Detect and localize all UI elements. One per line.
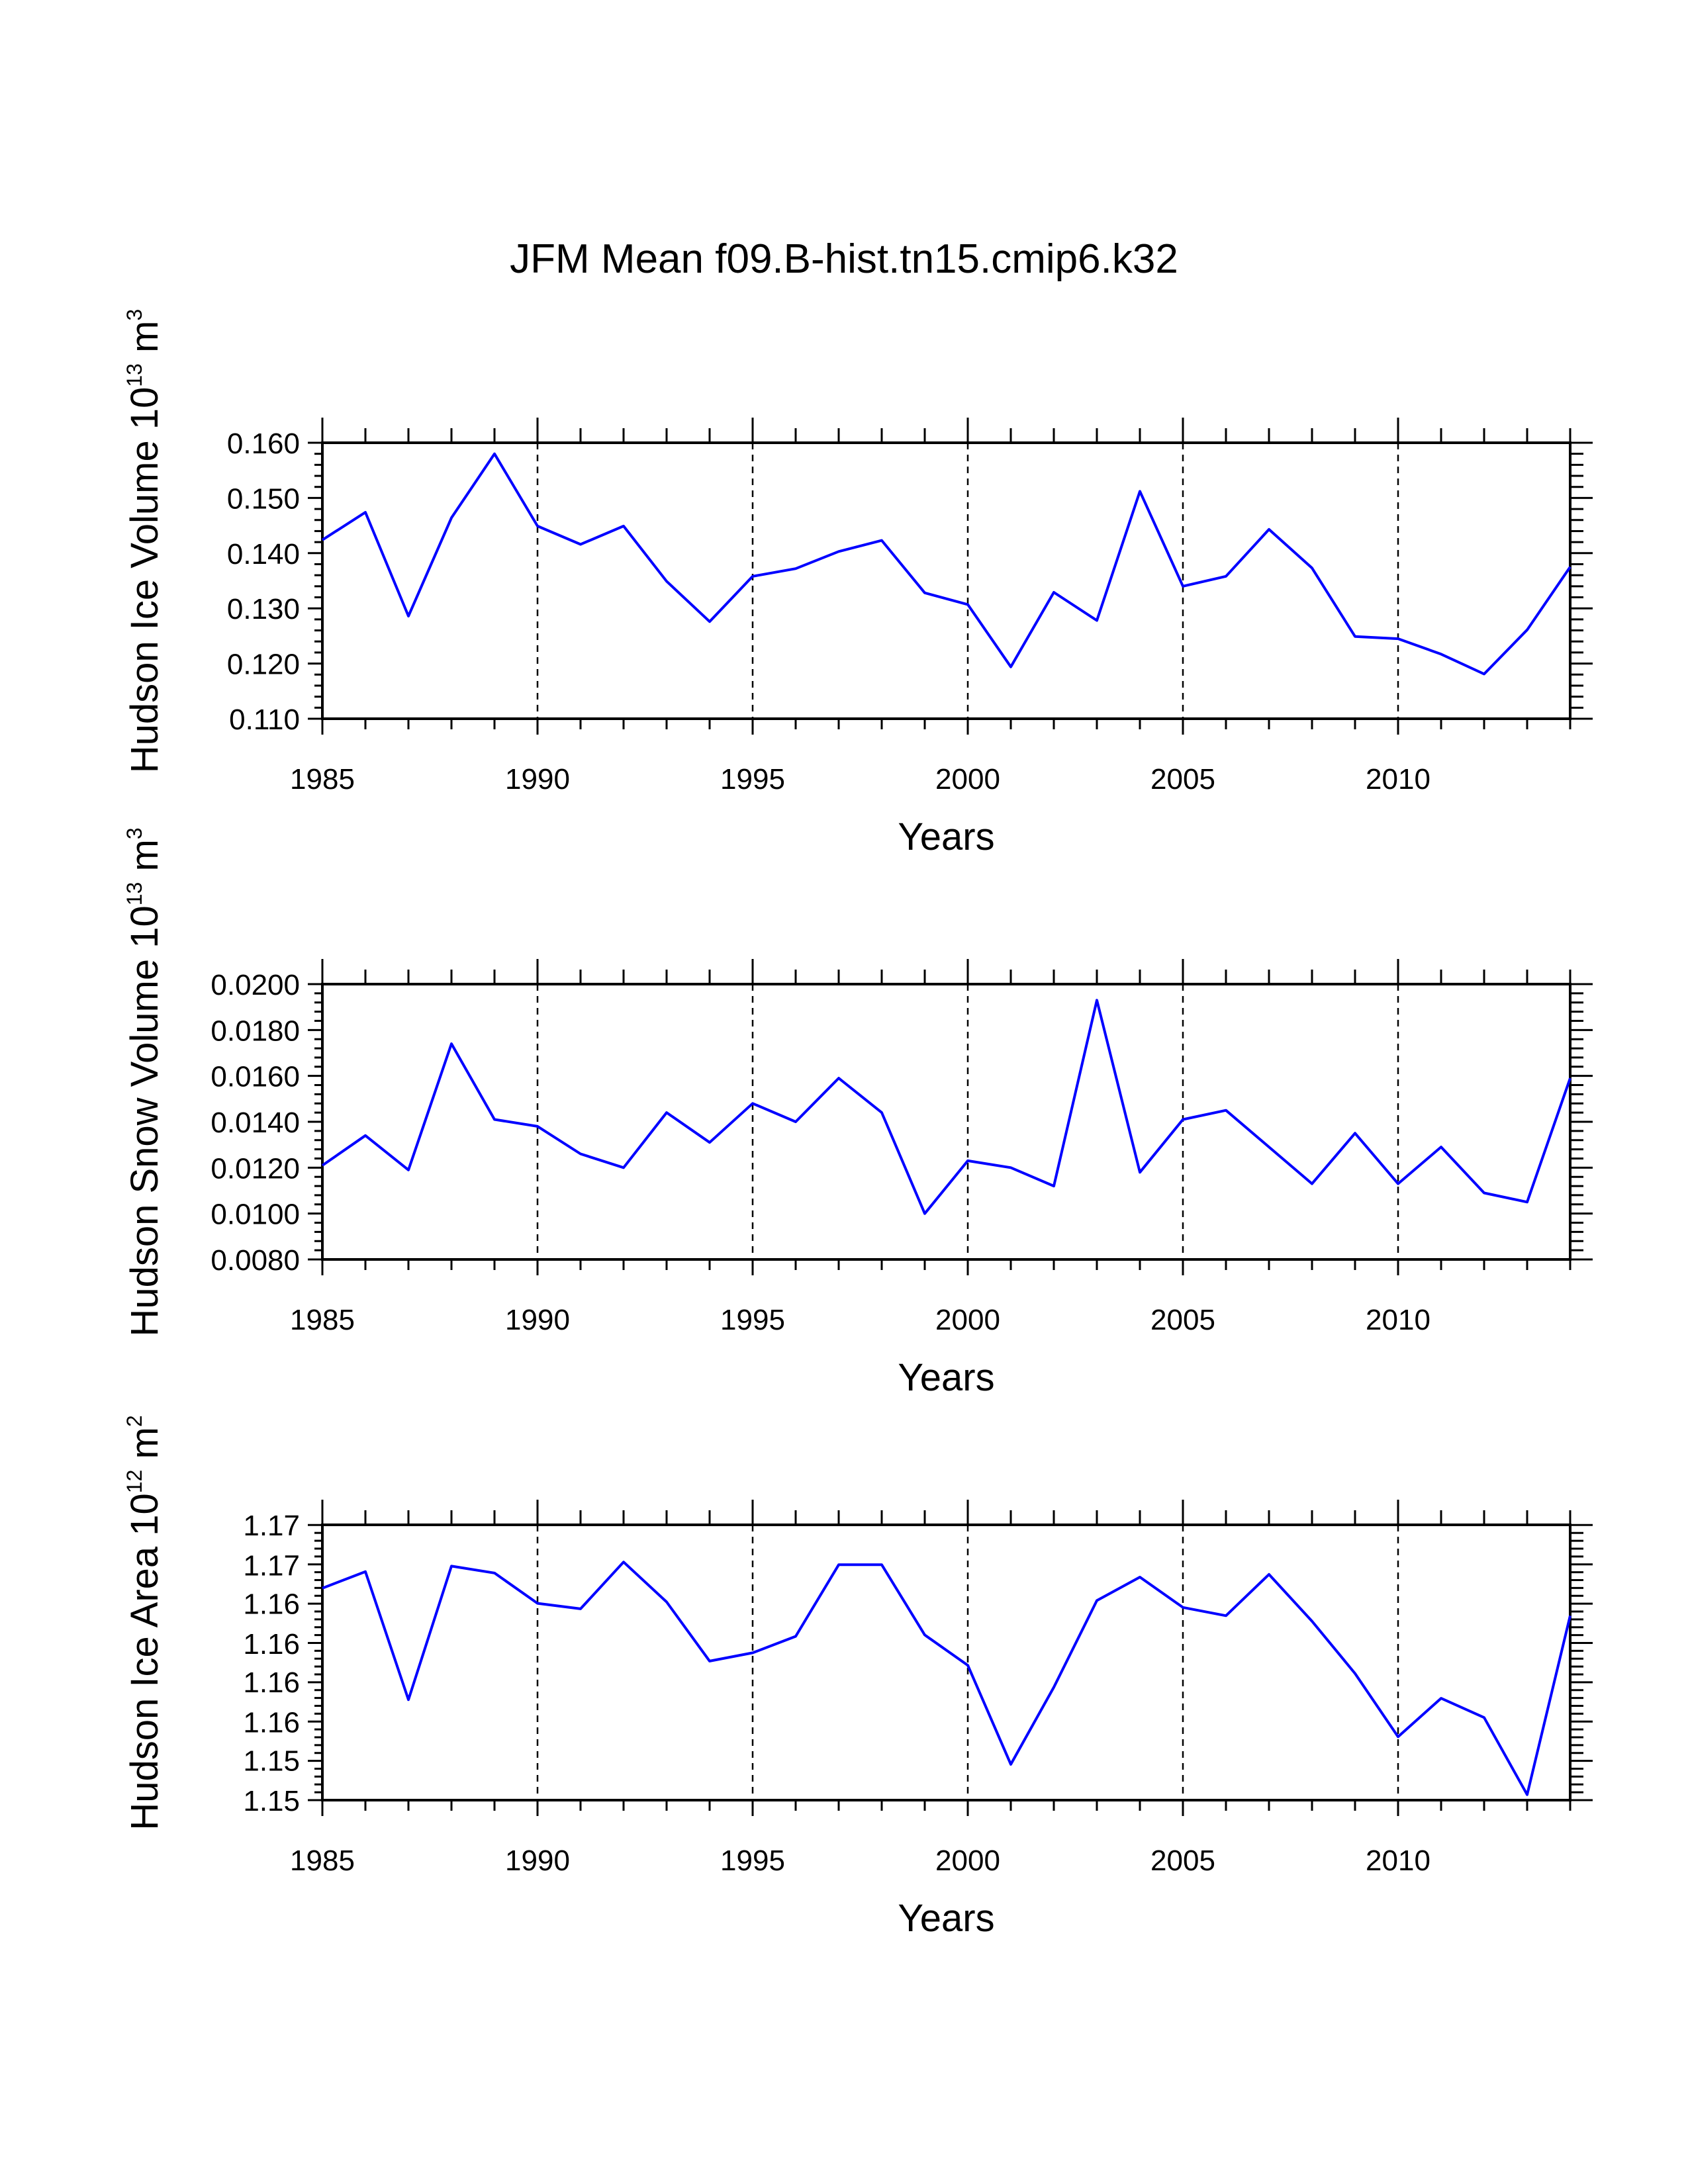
plot-frame [321, 983, 1571, 1261]
y-tick-label: 0.140 [227, 538, 300, 570]
series-line [321, 452, 1571, 676]
x-tick-label: 1995 [720, 1844, 785, 1877]
x-axis-label: Years [898, 1897, 994, 1940]
x-tick-label: 2000 [935, 1844, 1000, 1877]
x-tick-label: 1985 [290, 1844, 355, 1877]
plot-frame [321, 1524, 1571, 1801]
x-tick-label: 1990 [505, 1304, 570, 1336]
y-tick-label: 1.17 [243, 1510, 300, 1542]
y-tick-label: 0.150 [227, 482, 300, 515]
y-tick-label: 1.16 [243, 1666, 300, 1699]
y-tick-label: 0.0160 [211, 1061, 300, 1093]
y-tick-label: 0.0100 [211, 1199, 300, 1231]
x-tick-label: 2005 [1150, 1844, 1215, 1877]
x-tick-label: 2010 [1366, 763, 1430, 796]
x-axis-label: Years [898, 815, 994, 858]
y-tick-label: 0.120 [227, 649, 300, 681]
y-tick-label: 0.110 [229, 704, 300, 736]
y-axis-label: Hudson Ice Area 1012 m2 [122, 1415, 166, 1830]
series-line [321, 999, 1571, 1215]
series-line [322, 1561, 1571, 1796]
x-tick-label: 2000 [935, 1304, 1000, 1336]
y-axis-label: Hudson Snow Volume 1013 m3 [122, 827, 166, 1336]
x-tick-label: 2010 [1366, 1844, 1430, 1877]
y-tick-label: 1.16 [243, 1628, 300, 1661]
x-tick-label: 2000 [935, 763, 1000, 796]
figure-title: JFM Mean f09.B-hist.tn15.cmip6.k32 [510, 236, 1178, 282]
y-tick-label: 1.17 [243, 1549, 300, 1582]
chart-panel-snow-volume: 0.0080 0.0100 0.0120 0.0140 0.0160 0.0180 0.02… [122, 827, 1593, 1399]
y-tick-label: 0.0080 [211, 1244, 300, 1277]
plot-frame [321, 441, 1571, 720]
y-tick-label: 1.16 [243, 1706, 300, 1739]
chart-panel-ice-volume: 0.110 0.120 0.130 0.140 0.150 0.160 1985 1990 19… [122, 309, 1593, 858]
y-tick-label: 0.0180 [211, 1015, 300, 1047]
panels: 0.110 0.120 0.130 0.140 0.150 0.160 1985 1990 19… [122, 309, 1593, 1940]
x-tick-label: 2010 [1366, 1304, 1430, 1336]
y-tick-label: 0.0120 [211, 1152, 300, 1185]
x-tick-label: 1990 [505, 763, 570, 796]
x-tick-label: 2005 [1150, 763, 1215, 796]
y-tick-label: 0.0200 [211, 969, 300, 1001]
x-tick-label: 1995 [720, 1304, 785, 1336]
chart-panel-ice-area: 1.15 1.15 1.16 1.16 1.16 1.16 1.17 1.17 1985 1990… [122, 1415, 1593, 1940]
y-tick-label: 0.160 [227, 428, 300, 460]
y-axis-label: Hudson Ice Volume 1013 m3 [122, 309, 166, 773]
y-tick-label: 1.15 [243, 1785, 300, 1817]
y-tick-label: 0.0140 [211, 1107, 300, 1139]
x-tick-label: 1985 [290, 763, 355, 796]
y-tick-label: 1.16 [243, 1588, 300, 1621]
x-tick-label: 1990 [505, 1844, 570, 1877]
x-tick-label: 1985 [290, 1304, 355, 1336]
y-tick-label: 1.15 [243, 1745, 300, 1778]
x-tick-label: 2005 [1150, 1304, 1215, 1336]
x-tick-label: 1995 [720, 763, 785, 796]
x-axis-label: Years [898, 1356, 994, 1399]
y-tick-label: 0.130 [227, 593, 300, 625]
